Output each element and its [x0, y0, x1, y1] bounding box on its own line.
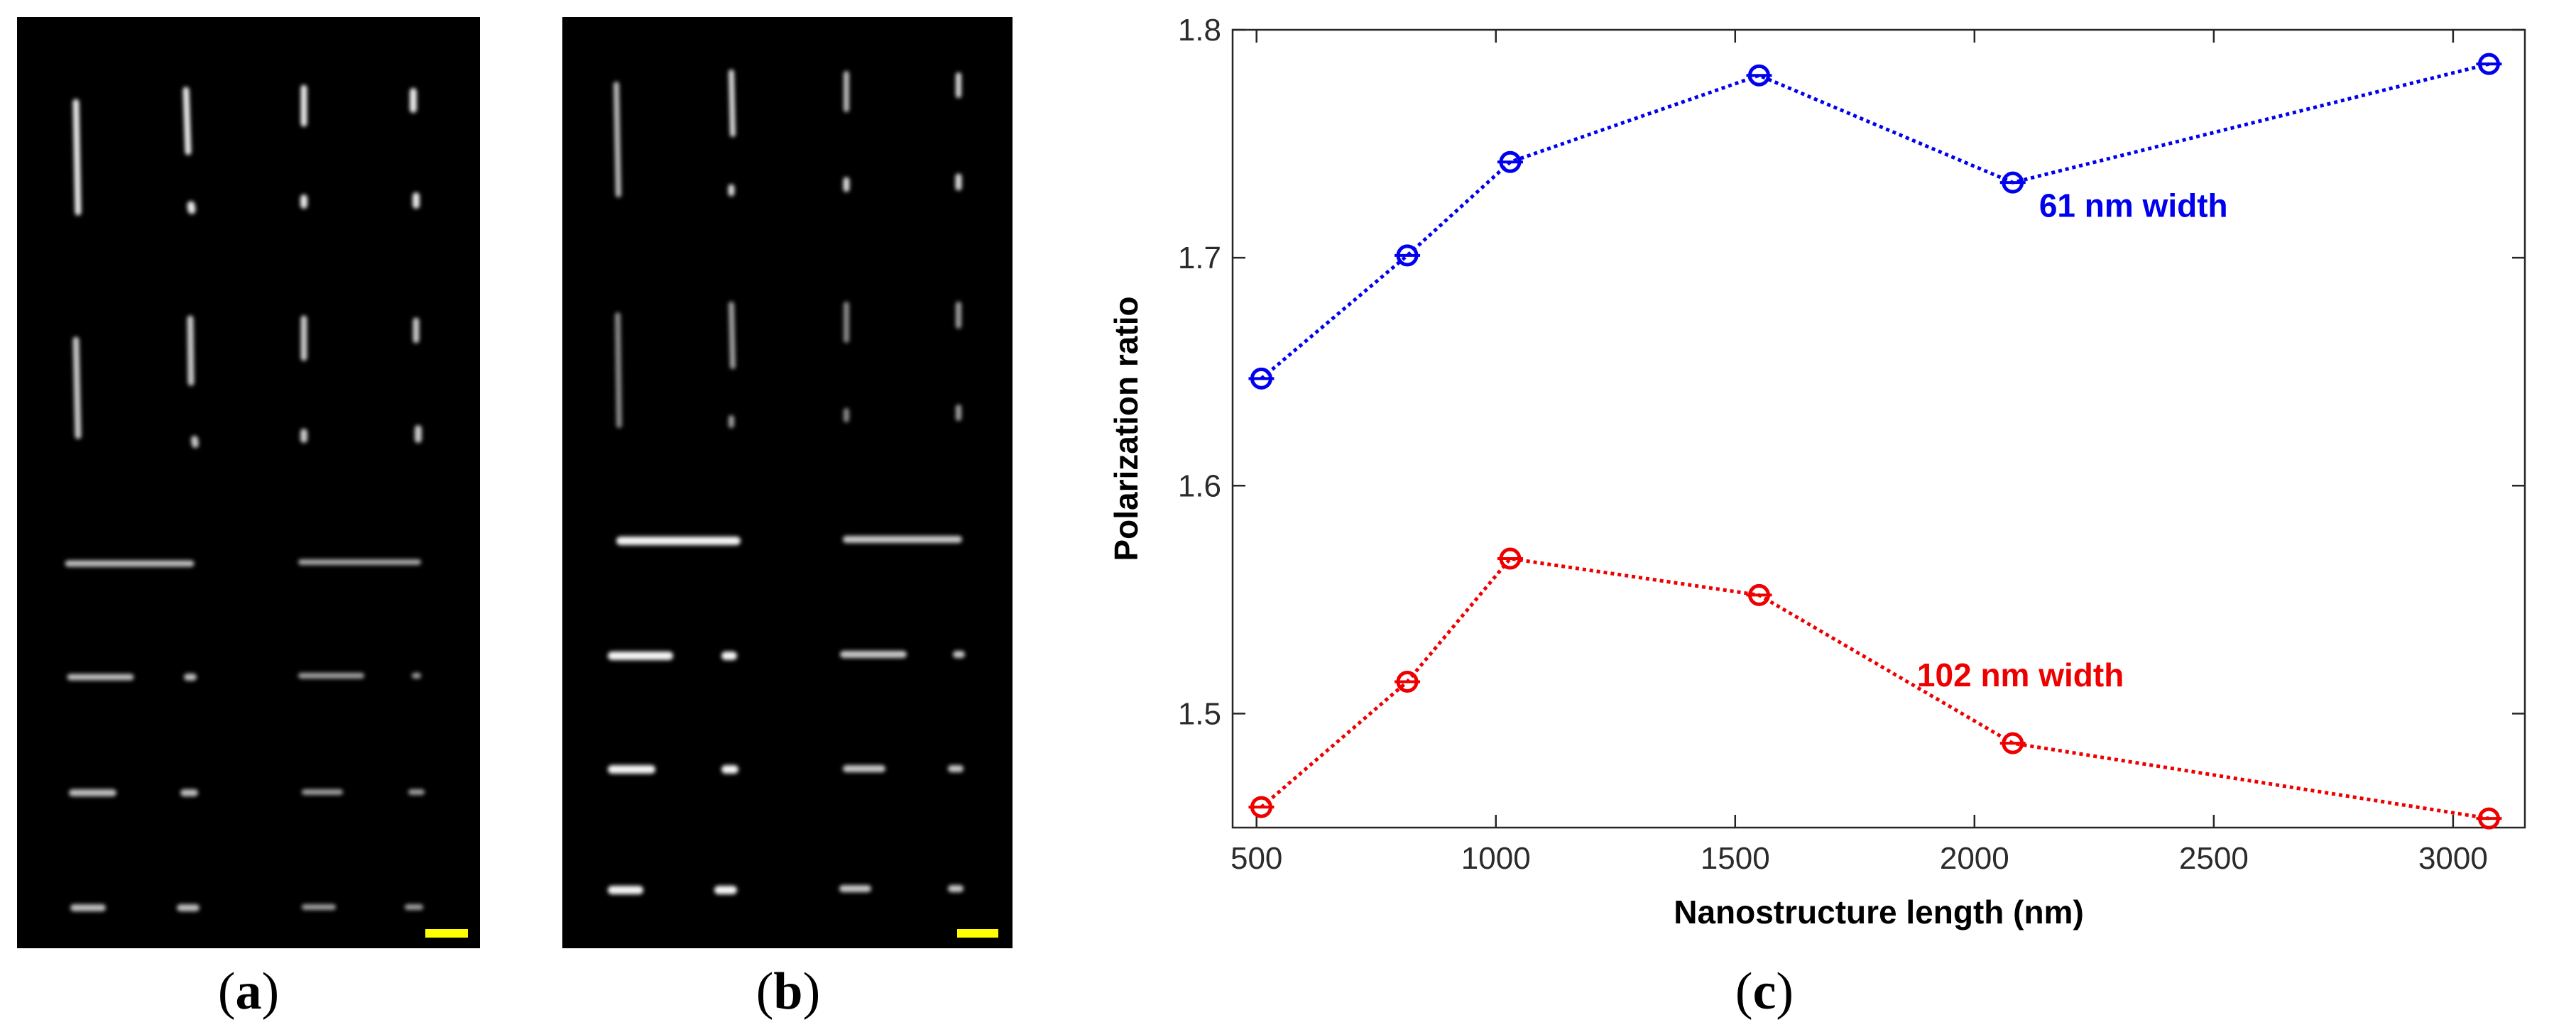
data-point-marker: [1396, 670, 1419, 693]
plot-frame: [1231, 28, 2526, 829]
caption-b: (b): [755, 962, 821, 1021]
data-point-marker: [1396, 244, 1419, 267]
y-tick-label: 1.8: [1178, 13, 1221, 48]
x-tick-label: 3000: [2418, 841, 2488, 876]
series-line-0: [1260, 62, 2490, 380]
caption-b-letter: b: [773, 962, 803, 1021]
microscopy-image-b-svg: [562, 17, 1013, 948]
microscopy-image-b: [562, 17, 1013, 948]
x-tick-label: 500: [1230, 841, 1282, 876]
data-point-marker: [1250, 796, 1272, 818]
y-tick-label: 1.5: [1178, 696, 1221, 731]
x-tick-label: 2000: [1940, 841, 2009, 876]
series-label-61nm: 61 nm width: [2039, 187, 2228, 224]
y-tick-label: 1.7: [1178, 241, 1221, 275]
scale-bar-a: [425, 929, 468, 938]
caption-a: (a): [217, 962, 280, 1021]
data-point-marker: [1499, 150, 1522, 173]
microscopy-image-a: [17, 17, 480, 948]
caption-a-letter: a: [235, 962, 262, 1021]
scale-bar-b: [957, 929, 998, 938]
series-layer: [1248, 53, 2502, 830]
x-axis-label: Nanostructure length (nm): [1674, 894, 2084, 931]
x-tick-label: 1000: [1461, 841, 1531, 876]
microscopy-image-a-svg: [17, 17, 480, 948]
series-label-102nm: 102 nm width: [1917, 657, 2124, 693]
plot-area: [1231, 28, 2526, 829]
y-axis-label: Polarization ratio: [1108, 296, 1145, 561]
data-point-marker: [1499, 547, 1522, 570]
x-tick-label: 1500: [1701, 841, 1770, 876]
axis-ticks: 500 1000 1500 2000 2500 3000 1.5 1.6 1.7 1.8: [1178, 13, 2525, 876]
data-point-marker: [1747, 583, 1770, 606]
caption-c: (c): [1735, 962, 1794, 1021]
data-point-marker: [2002, 732, 2024, 754]
series-line-1: [1260, 556, 2489, 820]
x-tick-label: 2500: [2179, 841, 2249, 876]
y-tick-label: 1.6: [1178, 468, 1221, 503]
data-point-marker: [2002, 171, 2024, 194]
caption-c-letter: c: [1752, 962, 1777, 1021]
polarization-chart: 500 1000 1500 2000 2500 3000 1.5 1.6 1.7 1.8 Nano…: [1108, 13, 2526, 931]
data-point-marker: [1250, 367, 1272, 390]
data-point-marker: [2477, 53, 2500, 75]
data-point-marker: [2477, 807, 2500, 830]
data-point-marker: [1747, 64, 1770, 87]
